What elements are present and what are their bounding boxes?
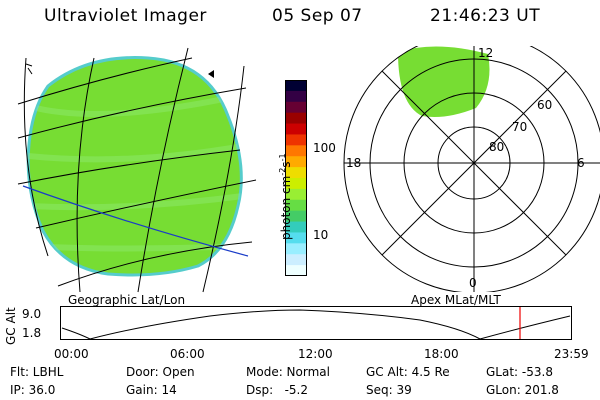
info-dsp: Dsp: -5.2 [246,383,309,397]
color-bar-segment [285,243,307,255]
color-bar-segment [285,265,307,277]
time-label: 21:46:23 UT [430,6,541,26]
info-gc-alt: GC Alt: 4.5 Re [366,365,450,379]
aurora-patch [398,46,490,117]
direction-marker-icon [208,70,214,78]
polar-plot [343,46,600,292]
color-bar-segment [285,80,307,92]
colorbar-tick-100: 100 [313,141,336,155]
color-bar-segment [285,254,307,266]
time-tick-0: 00:00 [54,347,89,361]
lat-lon-grid [17,47,257,293]
altitude-plot [60,306,572,340]
color-bar-segment [285,210,307,223]
time-tick-3: 18:00 [424,347,459,361]
color-bar-segment [285,178,307,190]
earth-disk [26,56,243,277]
color-bar-segment [285,145,307,157]
colorbar-label: photon cm-2s-1 [278,153,293,240]
info-door: Door: Open [126,365,195,379]
altitude-tick-high: 9.0 [22,307,42,321]
info-glat: GLat: -53.8 [486,365,553,379]
app-title: Ultraviolet Imager [44,6,207,26]
info-ip: IP: 36.0 [10,383,56,397]
polar-grid [343,46,600,292]
mlat-label-70: 70 [512,120,528,134]
info-flt: Flt: LBHL [10,365,64,379]
altitude-axis-label: GC Alt [4,307,18,345]
mlat-label-60: 60 [537,98,553,112]
date-label: 05 Sep 07 [272,6,363,26]
geographic-caption: Geographic Lat/Lon [68,293,186,307]
mlt-label-0: 0 [469,276,477,290]
terminator-line [22,185,249,257]
info-glon: GLon: 201.8 [486,383,559,397]
mlt-label-6: 6 [577,156,585,170]
info-gain: Gain: 14 [126,383,177,397]
time-tick-4: 23:59 [554,347,589,361]
info-seq: Seq: 39 [366,383,412,397]
altitude-tick-low: 1.8 [22,326,42,340]
colorbar-tick-10: 10 [313,228,329,242]
color-bar-segment [285,156,307,168]
color-bar [285,80,307,277]
mlt-label-12: 12 [478,46,494,60]
color-bar-segment [285,90,307,103]
time-tick-2: 12:00 [298,347,333,361]
color-bar-segment [285,232,307,244]
color-bar-segment [285,188,307,201]
time-tick-1: 06:00 [170,347,205,361]
geographic-image [17,47,257,293]
mlat-label-80: 80 [489,140,505,154]
info-mode: Mode: Normal [246,365,330,379]
color-bar-segment [285,112,307,125]
apex-caption: Apex MLat/MLT [411,293,501,307]
color-bar-segment [285,167,307,179]
color-bar-segment [285,134,307,146]
color-bar-segment [285,101,307,114]
color-bar-segment [285,199,307,212]
color-bar-segment [285,221,307,233]
mlt-label-18: 18 [346,156,362,170]
color-bar-segment [285,123,307,135]
altitude-curve [61,309,571,340]
